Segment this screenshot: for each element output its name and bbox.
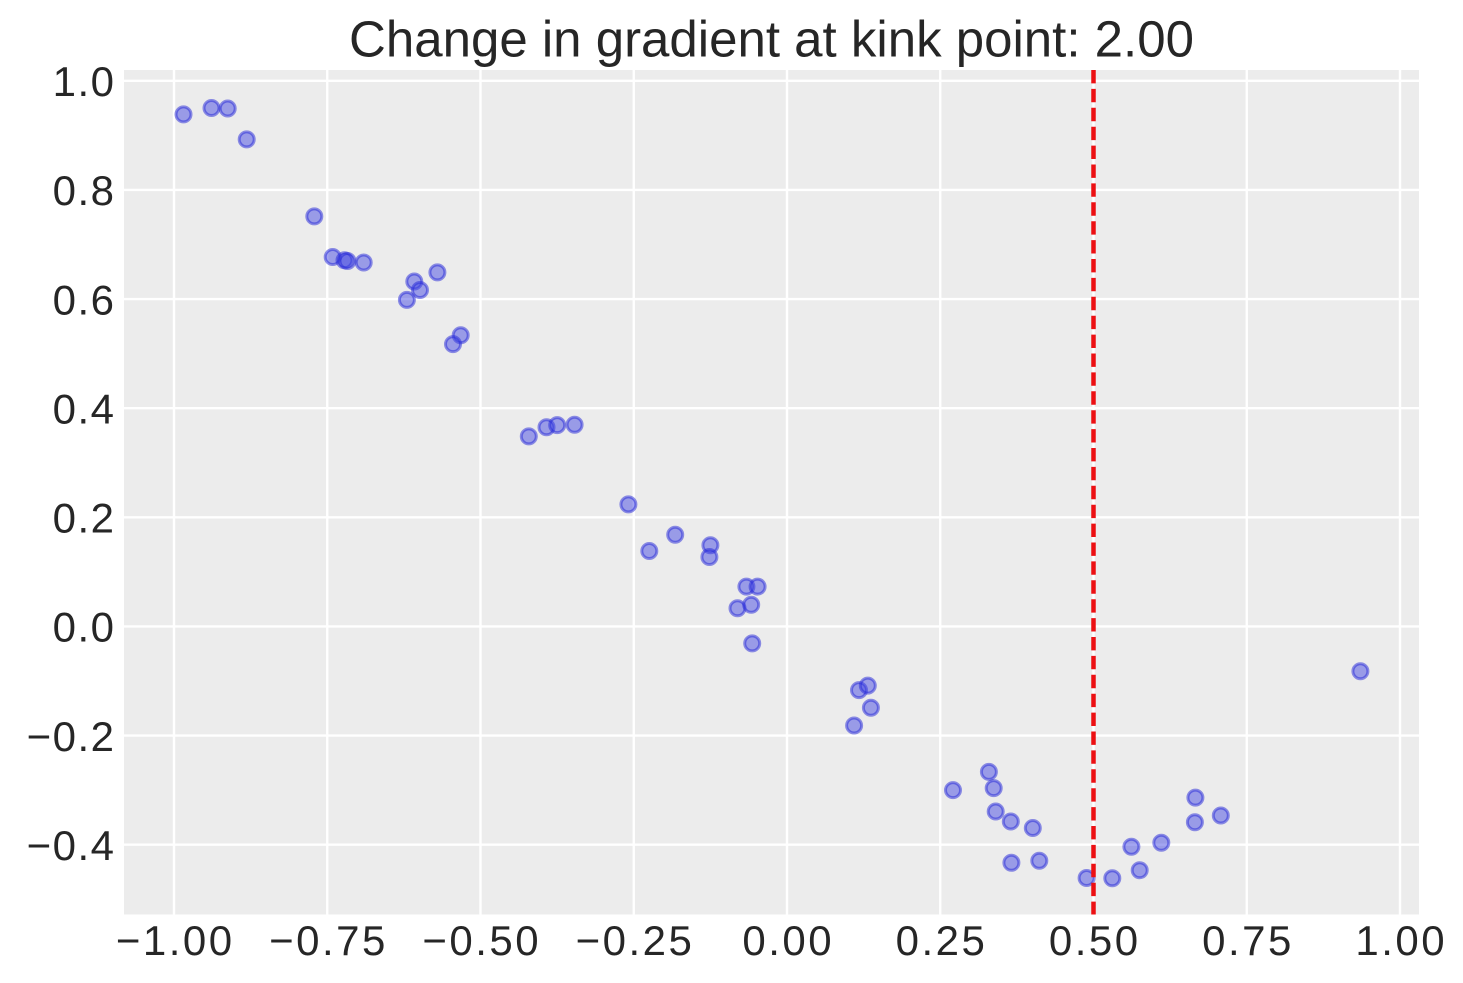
svg-text:Change in gradient at kink poi: Change in gradient at kink point: 2.00 <box>349 10 1194 67</box>
svg-text:0.2: 0.2 <box>53 495 116 542</box>
svg-text:−0.2: −0.2 <box>27 713 116 760</box>
svg-text:−0.50: −0.50 <box>422 917 541 964</box>
svg-text:−1.00: −1.00 <box>116 917 235 964</box>
svg-text:1.00: 1.00 <box>1355 917 1447 964</box>
svg-text:0.25: 0.25 <box>896 917 988 964</box>
svg-text:−0.4: −0.4 <box>27 822 116 869</box>
svg-text:0.8: 0.8 <box>53 167 116 214</box>
svg-text:1.0: 1.0 <box>53 58 116 105</box>
svg-text:0.4: 0.4 <box>53 385 116 432</box>
svg-text:0.00: 0.00 <box>742 917 834 964</box>
svg-text:0.6: 0.6 <box>53 276 116 323</box>
svg-text:−0.25: −0.25 <box>576 917 695 964</box>
svg-text:0.0: 0.0 <box>53 604 116 651</box>
svg-text:−0.75: −0.75 <box>269 917 388 964</box>
svg-text:0.75: 0.75 <box>1202 917 1294 964</box>
svg-text:0.50: 0.50 <box>1049 917 1141 964</box>
